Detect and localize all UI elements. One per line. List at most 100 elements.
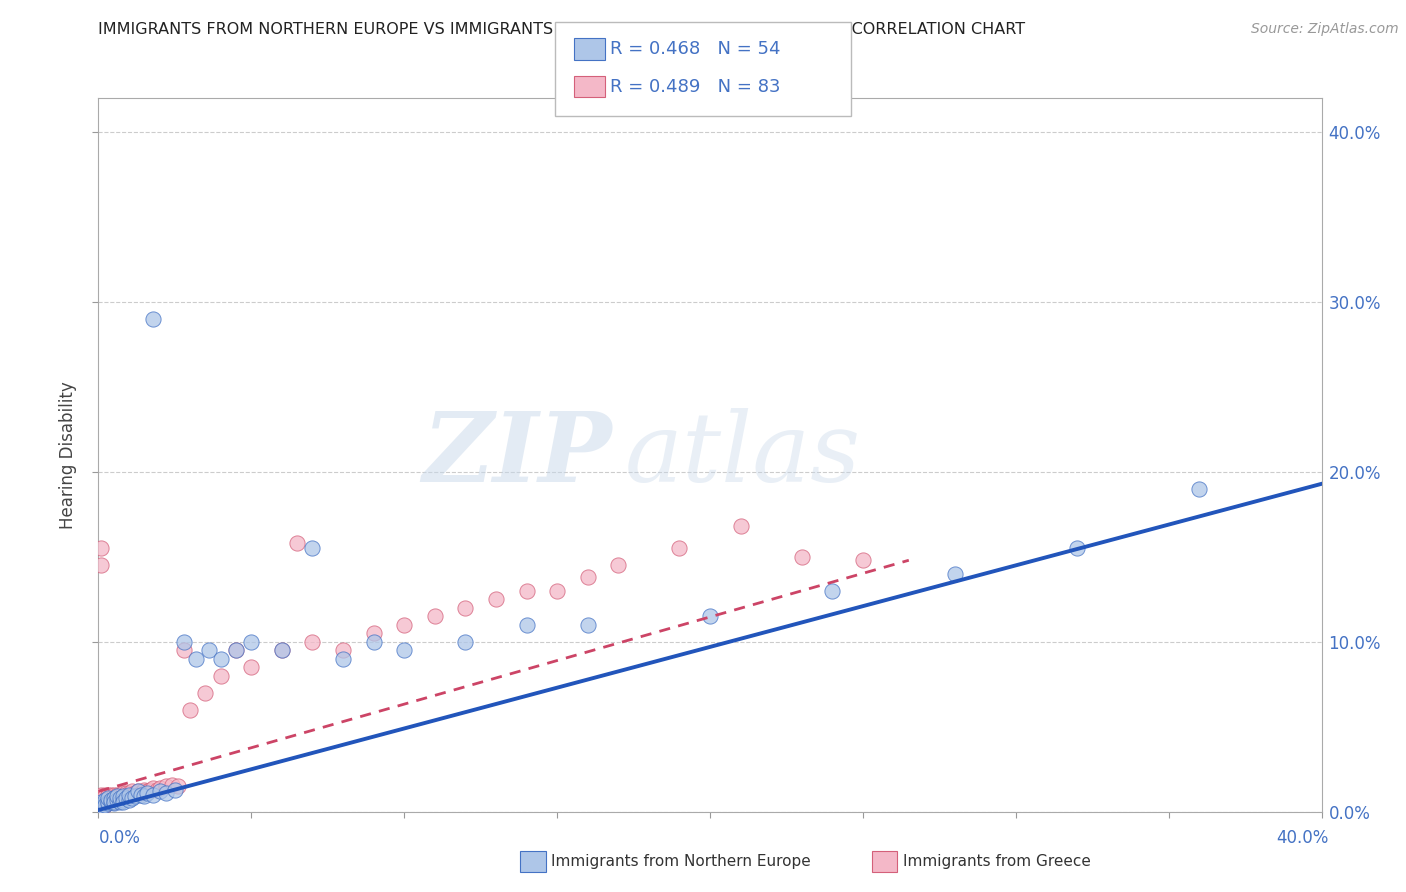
Point <box>90 793 112 807</box>
Point <box>103 796 125 810</box>
Point <box>163 782 186 797</box>
Point <box>730 519 752 533</box>
Point <box>111 795 134 809</box>
Point <box>142 312 165 326</box>
Point <box>145 782 167 797</box>
Text: Immigrants from Greece: Immigrants from Greece <box>903 855 1091 869</box>
Point <box>97 796 120 810</box>
Point <box>105 793 128 807</box>
Point <box>392 617 416 632</box>
Point <box>332 643 354 657</box>
Y-axis label: Hearing Disability: Hearing Disability <box>59 381 77 529</box>
Point <box>93 793 115 807</box>
Point <box>90 799 112 814</box>
Point <box>90 796 112 810</box>
Point <box>115 789 138 804</box>
Point <box>90 797 112 812</box>
Point <box>111 791 134 805</box>
Point <box>121 791 143 805</box>
Point <box>115 786 138 800</box>
Text: ZIP: ZIP <box>423 408 612 502</box>
Point <box>93 796 115 810</box>
Point <box>103 788 125 802</box>
Point <box>127 784 149 798</box>
Point <box>240 660 263 674</box>
Point <box>139 782 162 797</box>
Point <box>115 791 138 805</box>
Point <box>852 553 875 567</box>
Point <box>209 669 232 683</box>
Point <box>179 703 201 717</box>
Text: 40.0%: 40.0% <box>1277 829 1329 847</box>
Text: Source: ZipAtlas.com: Source: ZipAtlas.com <box>1251 22 1399 37</box>
Point <box>97 795 120 809</box>
Point <box>93 791 115 805</box>
Point <box>821 583 844 598</box>
Point <box>576 617 599 632</box>
Point <box>209 652 232 666</box>
Point <box>454 635 477 649</box>
Point <box>90 789 112 804</box>
Point <box>423 609 446 624</box>
Point <box>516 583 538 598</box>
Point <box>118 793 141 807</box>
Point <box>136 784 159 798</box>
Point <box>111 786 134 800</box>
Point <box>301 635 323 649</box>
Point <box>108 788 131 802</box>
Point <box>124 786 146 800</box>
Point <box>454 600 477 615</box>
Point <box>136 786 159 800</box>
Point <box>943 566 966 581</box>
Point <box>100 793 122 807</box>
Point <box>103 793 125 807</box>
Point <box>97 788 120 802</box>
Point <box>240 635 263 649</box>
Point <box>173 635 195 649</box>
Point <box>285 536 308 550</box>
Point <box>270 643 292 657</box>
Point <box>155 786 177 800</box>
Point <box>129 788 152 802</box>
Point <box>100 795 122 809</box>
Point <box>270 643 292 657</box>
Point <box>155 779 177 793</box>
Point <box>111 789 134 804</box>
Point <box>392 643 416 657</box>
Point <box>516 617 538 632</box>
Point <box>134 789 156 804</box>
Point <box>225 643 247 657</box>
Point <box>90 799 112 814</box>
Point <box>93 788 115 802</box>
Point <box>90 791 112 805</box>
Text: Immigrants from Northern Europe: Immigrants from Northern Europe <box>551 855 811 869</box>
Point <box>108 795 131 809</box>
Point <box>118 788 141 802</box>
Point <box>97 789 120 804</box>
Point <box>607 558 630 573</box>
Point <box>90 797 112 812</box>
Point <box>142 780 165 795</box>
Point <box>363 635 385 649</box>
Point <box>699 609 721 624</box>
Point <box>100 788 122 802</box>
Point <box>121 784 143 798</box>
Point <box>105 788 128 802</box>
Point <box>103 791 125 805</box>
Point <box>118 786 141 800</box>
Point <box>90 788 112 802</box>
Point <box>668 541 690 556</box>
Point <box>100 791 122 805</box>
Point <box>103 795 125 809</box>
Point <box>186 652 208 666</box>
Point <box>93 793 115 807</box>
Text: IMMIGRANTS FROM NORTHERN EUROPE VS IMMIGRANTS FROM GREECE HEARING DISABILITY COR: IMMIGRANTS FROM NORTHERN EUROPE VS IMMIG… <box>98 22 1025 37</box>
Text: 0.0%: 0.0% <box>98 829 141 847</box>
Point <box>90 795 112 809</box>
Point <box>93 795 115 809</box>
Point <box>129 786 152 800</box>
Point <box>149 784 172 798</box>
Point <box>363 626 385 640</box>
Point <box>124 789 146 804</box>
Text: R = 0.489   N = 83: R = 0.489 N = 83 <box>610 78 780 95</box>
